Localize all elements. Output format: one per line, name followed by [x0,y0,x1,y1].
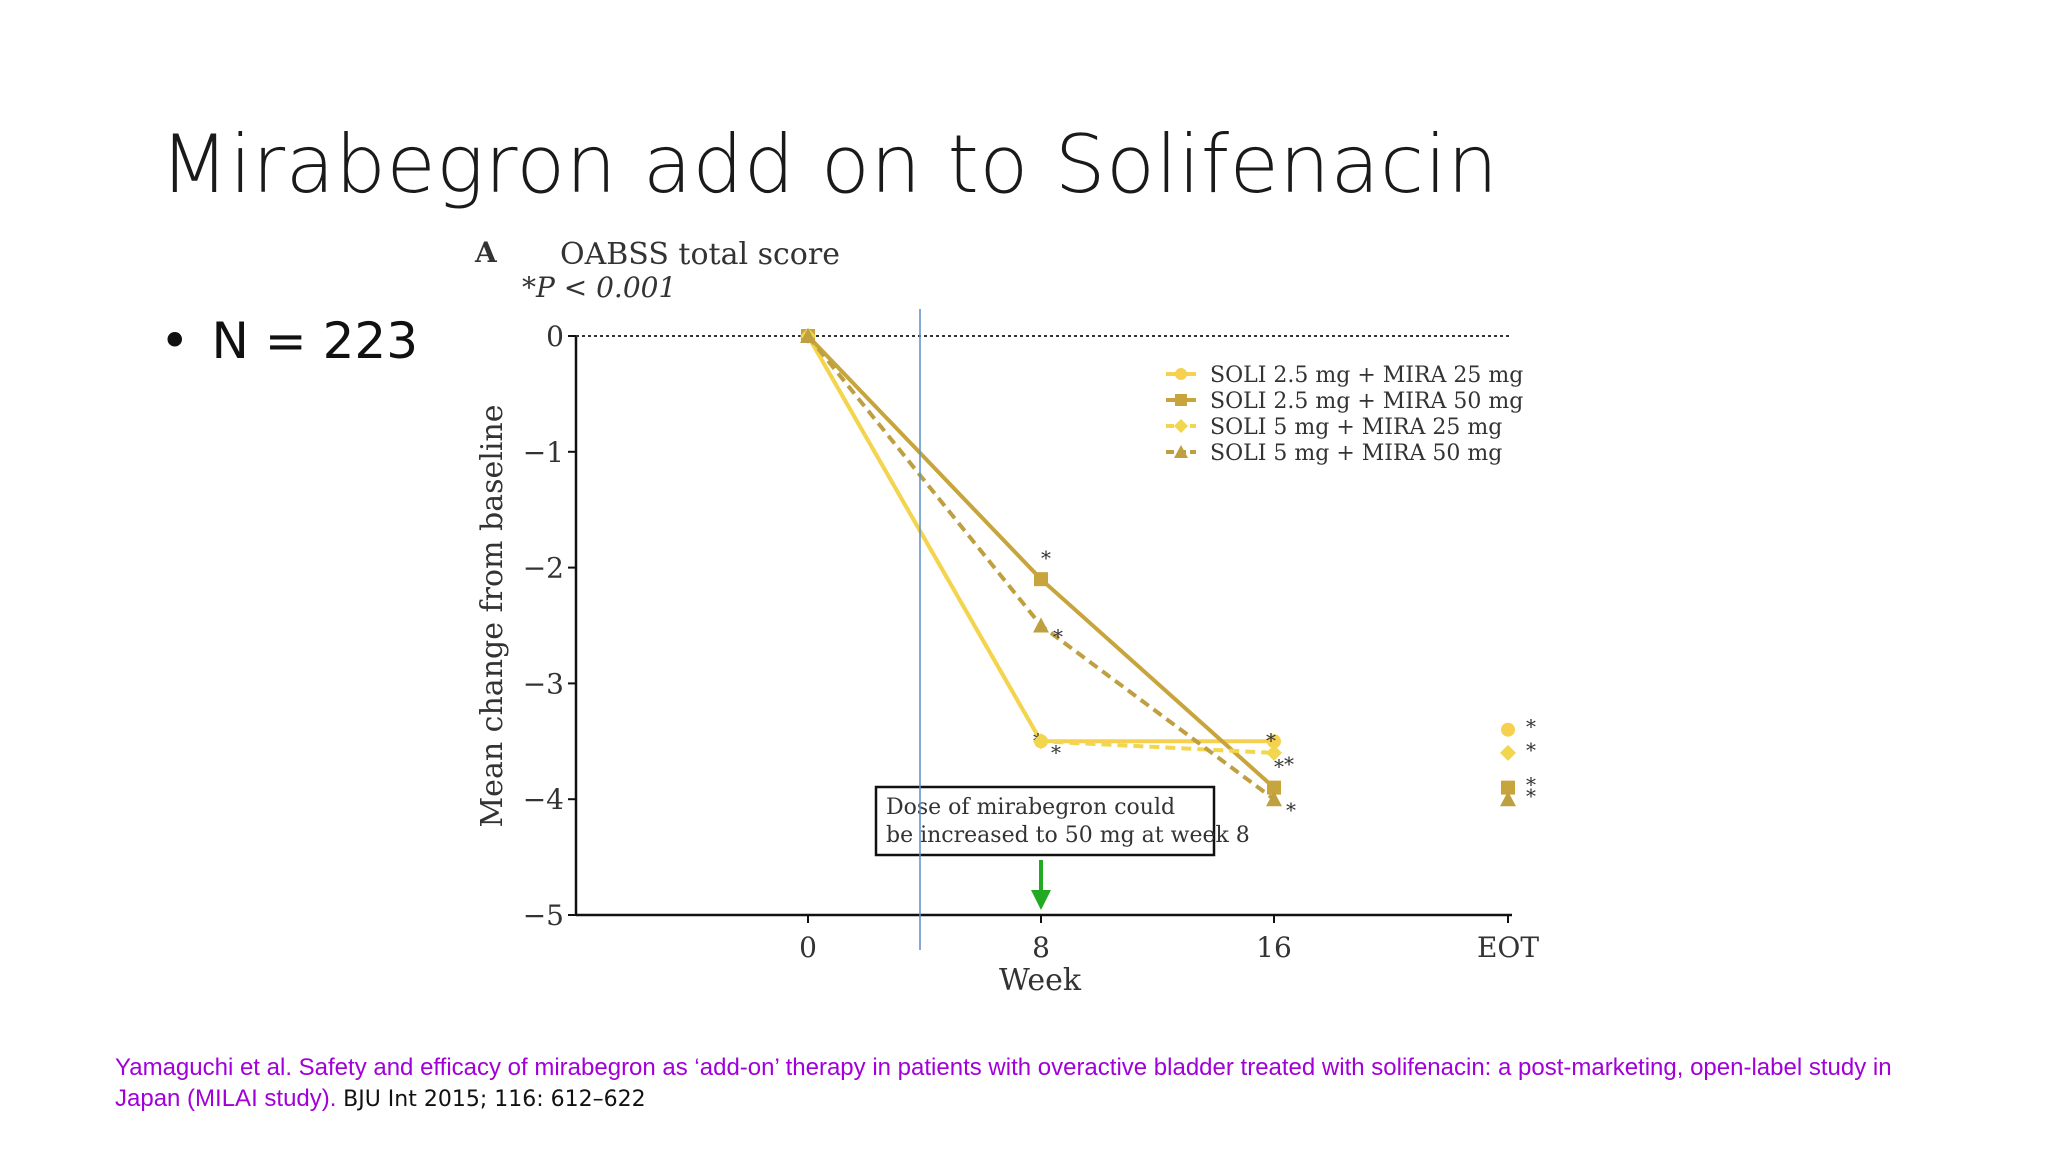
slide-title: Mirabegron add on to Solifenacin [160,118,1499,211]
legend-label: SOLI 2.5 mg + MIRA 50 mg [1210,389,1523,414]
data-point [1033,617,1049,633]
data-point [1267,780,1281,795]
annotation-arrow-head [1031,890,1051,910]
annotation-line-1: Dose of mirabegron could [886,795,1175,820]
data-point [1033,733,1049,750]
series-2: *** [801,329,1536,797]
significance-star: * [1041,546,1051,570]
significance-star: * [1526,784,1536,808]
y-tick-label: −3 [523,667,564,700]
y-tick-label: −4 [523,783,564,816]
series-3: * ** [800,328,1536,776]
x-axis-label: Week [999,963,1082,998]
data-point [1501,722,1515,737]
data-point [1266,791,1282,807]
citation-text: Yamaguchi et al. Safety and efficacy of … [115,1054,1892,1112]
data-point [1174,445,1188,458]
y-tick-label: −2 [523,552,564,585]
x-tick-label: 8 [1032,931,1050,964]
chart-subtitle: *P < 0.001 [522,271,676,304]
series-line [806,335,1275,755]
y-tick-label: −5 [523,899,564,932]
significance-star: * [1286,798,1296,822]
panel-label: A [474,236,498,269]
series-line [806,335,1274,744]
significance-star: * [1526,738,1536,762]
annotation-line-2: be increased to 50 mg at week 8 [886,823,1250,848]
x-tick-label: EOT [1477,931,1539,964]
legend-label: SOLI 5 mg + MIRA 50 mg [1210,441,1502,466]
legend-label: SOLI 2.5 mg + MIRA 25 mg [1210,363,1523,388]
data-point [1175,394,1187,406]
data-point [1174,419,1188,433]
axes: 0 −1 −2 −3 −4 −5 0 8 16 EOT [523,320,1540,964]
significance-star: * [1284,752,1294,776]
significance-star: * [1051,740,1061,764]
series-4: *** [800,328,1536,822]
data-point [1500,791,1516,807]
data-point [1267,734,1281,749]
series-group: ************ [800,328,1536,822]
significance-star: * [1526,773,1536,797]
bullet-text: N = 223 [211,312,419,370]
significance-star: * [1053,625,1063,649]
x-tick-label: 0 [799,931,817,964]
legend-label: SOLI 5 mg + MIRA 25 mg [1210,415,1502,440]
data-point [1501,780,1515,795]
dose-annotation: Dose of mirabegron could be increased to… [874,785,1250,910]
significance-star: * [1526,715,1536,739]
y-axis-label: Mean change from baseline [475,404,510,827]
data-point [1034,572,1048,587]
x-tick-label: 16 [1256,931,1292,964]
chart-title: OABSS total score [560,237,840,272]
significance-star: * [1266,728,1276,752]
annotation-box [874,785,1216,857]
bullet-item: • N = 223 [160,312,418,370]
data-point [800,328,816,343]
significance-star: * [1274,755,1284,779]
citation: Yamaguchi et al. Safety and efficacy of … [115,1052,1955,1115]
citation-journal: BJU Int 2015; 116: 612–622 [343,1087,646,1112]
data-point [1500,744,1516,761]
y-tick-label: −1 [523,436,564,469]
y-tick-label: 0 [546,320,564,353]
data-point [1266,744,1282,761]
data-point [1175,368,1187,380]
bullet-symbol: • [160,312,190,370]
